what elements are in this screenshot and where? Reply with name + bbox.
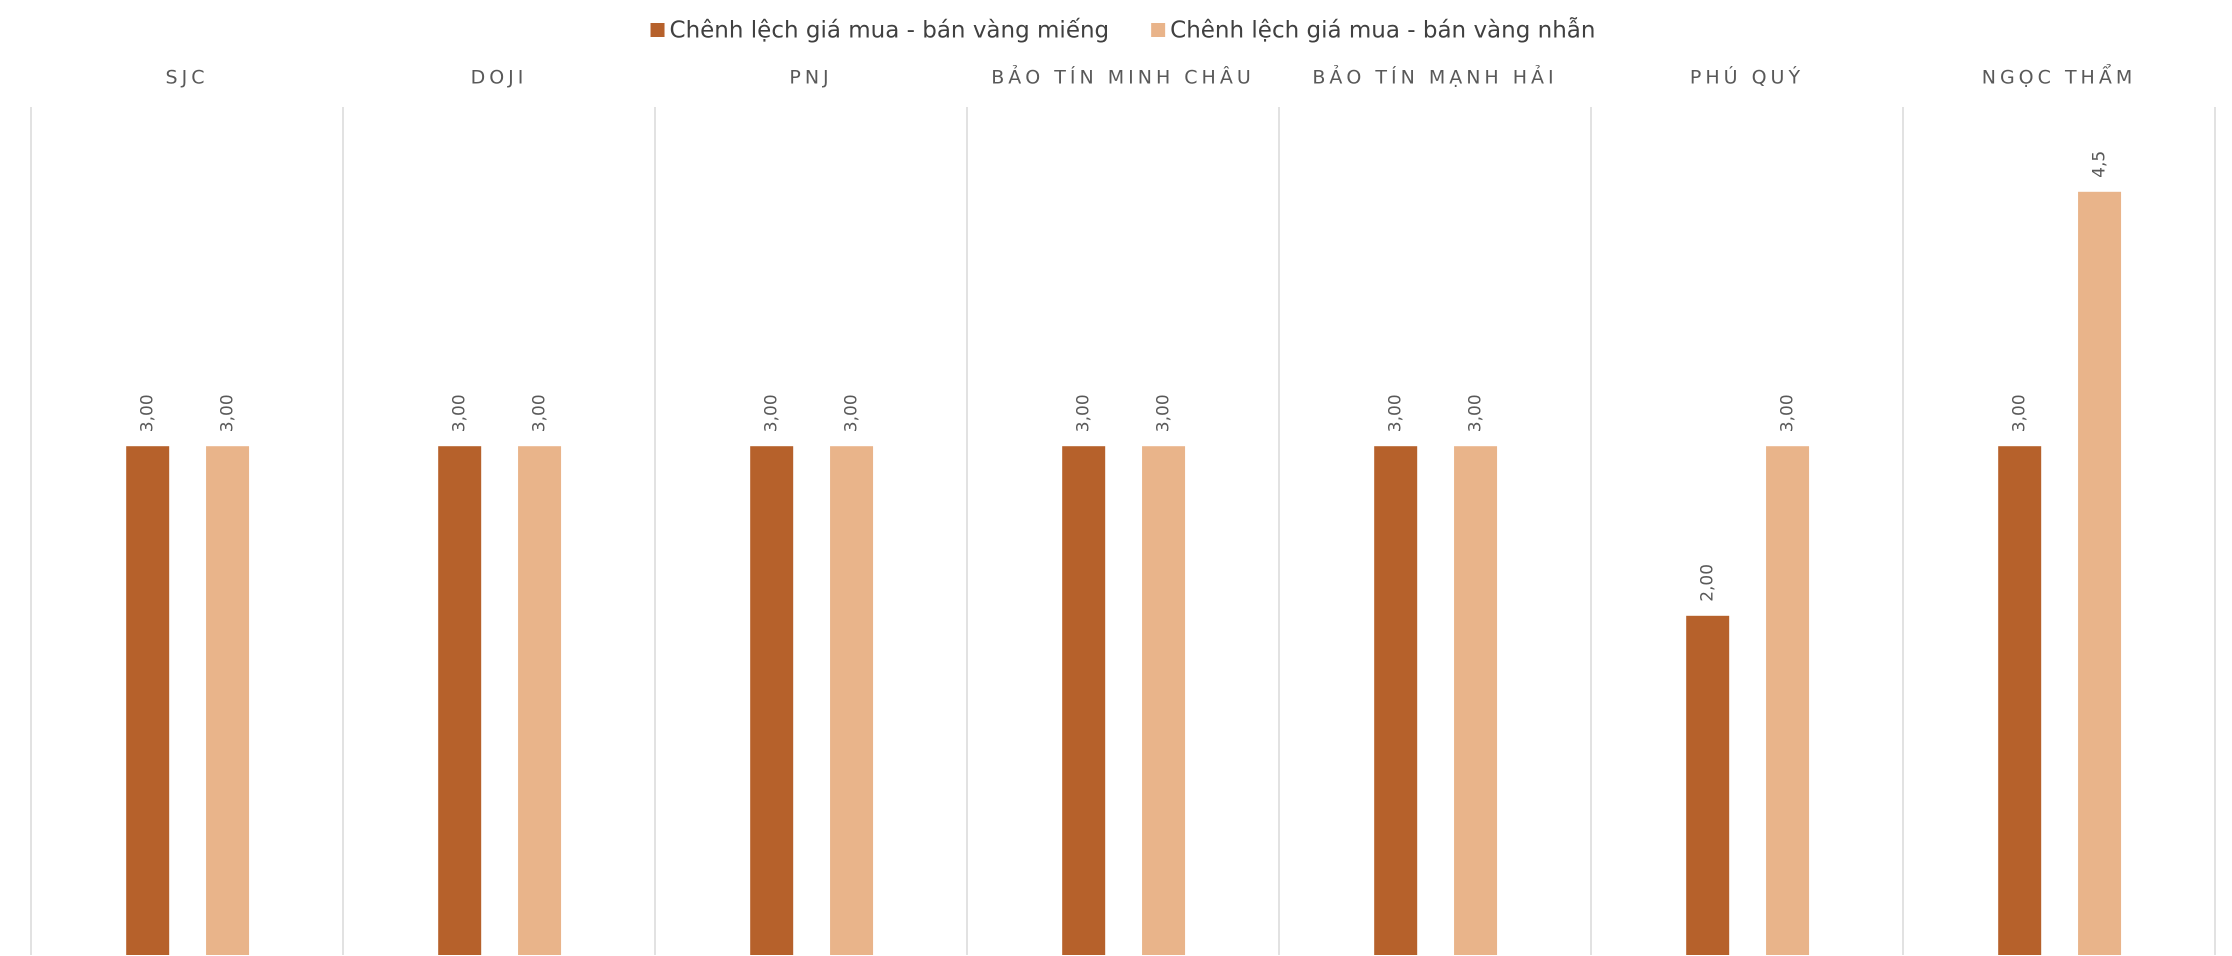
legend-label: Chênh lệch giá mua - bán vàng miếng bbox=[670, 18, 1110, 44]
bar bbox=[1062, 446, 1106, 955]
bar bbox=[1374, 446, 1418, 955]
category-label: PHÚ QUÝ bbox=[1690, 65, 1804, 89]
category-label: SJC bbox=[166, 67, 209, 89]
bar bbox=[1686, 615, 1730, 955]
category-label: NGỌC THẨM bbox=[1982, 63, 2136, 89]
value-label: 3,00 bbox=[1778, 394, 1798, 432]
value-label: 3,00 bbox=[138, 394, 158, 432]
bar bbox=[1454, 446, 1498, 955]
value-label: 3,00 bbox=[842, 394, 862, 432]
bar bbox=[438, 446, 482, 955]
value-label: 3,00 bbox=[1074, 394, 1094, 432]
legend-item: Chênh lệch giá mua - bán vàng miếng bbox=[650, 18, 1110, 44]
bar bbox=[750, 446, 794, 955]
legend-swatch bbox=[650, 23, 665, 37]
bar bbox=[518, 446, 562, 955]
value-label: 3,00 bbox=[450, 394, 470, 432]
bar bbox=[126, 446, 170, 955]
bar bbox=[830, 446, 874, 955]
value-label: 3,00 bbox=[1466, 394, 1486, 432]
bar bbox=[1766, 446, 1810, 955]
bar bbox=[206, 446, 250, 955]
bar bbox=[2078, 191, 2122, 956]
value-label: 3,00 bbox=[1154, 394, 1174, 432]
value-label: 3,00 bbox=[218, 394, 238, 432]
category-label: PNJ bbox=[789, 67, 832, 89]
legend-label: Chênh lệch giá mua - bán vàng nhẫn bbox=[1170, 16, 1595, 44]
value-label: 4,5 bbox=[2090, 151, 2110, 178]
bar bbox=[1998, 446, 2042, 955]
value-label: 3,00 bbox=[1386, 394, 1406, 432]
category-label: BẢO TÍN MẠNH HẢI bbox=[1312, 64, 1557, 89]
value-label: 3,00 bbox=[530, 394, 550, 432]
legend-swatch bbox=[1151, 23, 1166, 37]
value-label: 3,00 bbox=[2010, 394, 2030, 432]
legend-item: Chênh lệch giá mua - bán vàng nhẫn bbox=[1151, 16, 1595, 44]
bar bbox=[1142, 446, 1186, 955]
category-label: BẢO TÍN MINH CHÂU bbox=[991, 64, 1254, 89]
value-label: 2,00 bbox=[1698, 564, 1718, 602]
legend: Chênh lệch giá mua - bán vàng miếng Chênh… bbox=[650, 16, 1595, 44]
value-label: 3,00 bbox=[762, 394, 782, 432]
category-label: DOJI bbox=[471, 67, 528, 89]
